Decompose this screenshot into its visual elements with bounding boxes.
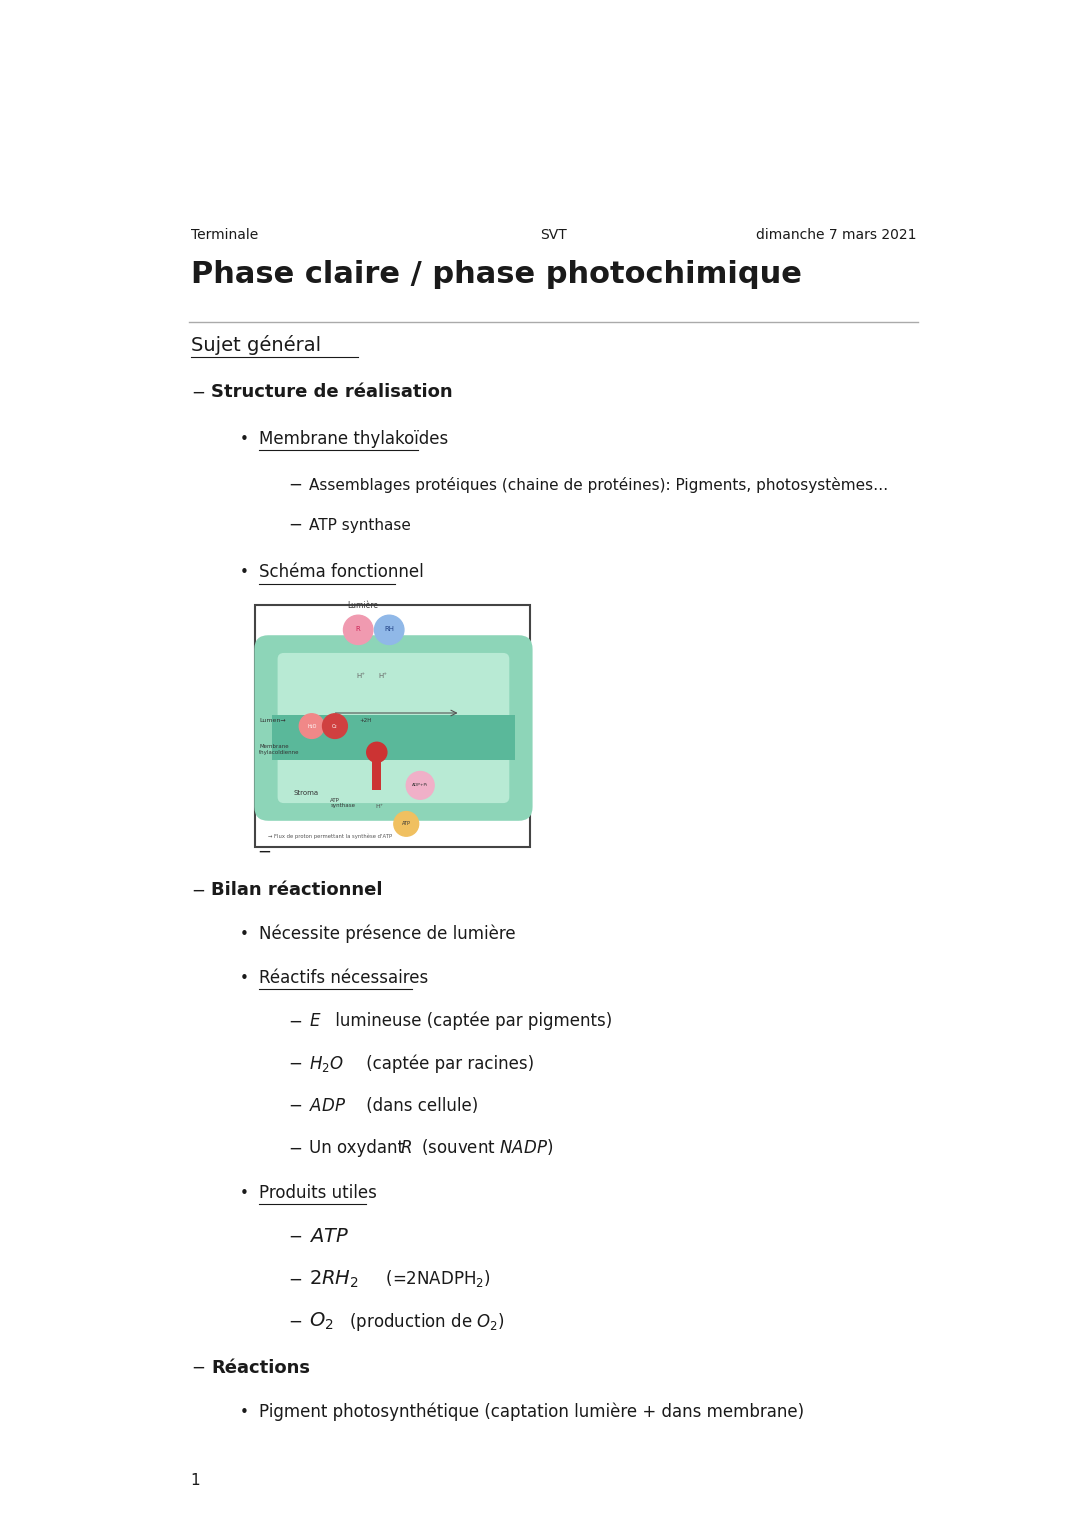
Text: −: − — [191, 1359, 205, 1377]
Text: Nécessite présence de lumière: Nécessite présence de lumière — [259, 925, 515, 944]
Text: Lumen→: Lumen→ — [259, 718, 285, 724]
Text: −: − — [191, 383, 205, 402]
Text: Réactions: Réactions — [211, 1359, 310, 1377]
Text: Produits utiles: Produits utiles — [259, 1183, 377, 1202]
Text: −: − — [288, 1139, 302, 1157]
Text: Stroma: Stroma — [294, 791, 319, 797]
Text: H⁺: H⁺ — [378, 672, 388, 678]
Text: lumineuse (captée par pigments): lumineuse (captée par pigments) — [330, 1012, 612, 1031]
Text: −: − — [288, 1055, 302, 1073]
Text: $O_2$: $O_2$ — [309, 1310, 334, 1332]
Text: •: • — [240, 1405, 248, 1420]
Text: Schéma fonctionnel: Schéma fonctionnel — [259, 563, 423, 582]
Text: SVT: SVT — [540, 228, 567, 241]
Text: •: • — [240, 971, 248, 985]
Text: Membrane thylakoïdes: Membrane thylakoïdes — [259, 429, 448, 447]
Circle shape — [375, 615, 404, 644]
Text: (=2NADPH$_2$): (=2NADPH$_2$) — [375, 1269, 491, 1289]
Text: ADP+Pi: ADP+Pi — [413, 783, 429, 788]
Text: Structure de réalisation: Structure de réalisation — [211, 383, 453, 402]
Text: ATP: ATP — [402, 822, 410, 826]
Text: Lumière: Lumière — [348, 602, 378, 611]
FancyBboxPatch shape — [373, 760, 381, 789]
Circle shape — [343, 615, 373, 644]
Text: Phase claire / phase photochimique: Phase claire / phase photochimique — [191, 260, 801, 289]
Text: −: − — [288, 476, 302, 493]
Text: −: − — [288, 516, 302, 534]
Text: Un oxydant: Un oxydant — [309, 1139, 409, 1157]
Text: Assemblages protéiques (chaine de protéines): Pigments, photosystèmes…: Assemblages protéiques (chaine de protéi… — [309, 476, 888, 493]
Text: H⁺: H⁺ — [375, 805, 383, 809]
FancyBboxPatch shape — [278, 654, 510, 803]
Circle shape — [367, 742, 387, 762]
Text: −: − — [257, 843, 271, 861]
Text: −: − — [288, 1313, 302, 1330]
Text: −: − — [288, 1012, 302, 1031]
Text: (captée par racines): (captée par racines) — [362, 1054, 535, 1073]
Text: → Flux de proton permettant la synthèse d'ATP: → Flux de proton permettant la synthèse … — [268, 834, 392, 838]
Text: H₂O: H₂O — [307, 724, 316, 728]
Text: −: − — [288, 1270, 302, 1289]
Text: −: − — [288, 1228, 302, 1246]
Text: Pigment photosynthétique (captation lumière + dans membrane): Pigment photosynthétique (captation lumi… — [259, 1402, 805, 1420]
Text: $2RH_2$: $2RH_2$ — [309, 1269, 359, 1290]
Text: $R$: $R$ — [400, 1139, 413, 1157]
Text: Réactifs nécessaires: Réactifs nécessaires — [259, 968, 429, 986]
Text: H⁺: H⁺ — [356, 672, 366, 678]
Text: Membrane
thylacoïdienne: Membrane thylacoïdienne — [259, 744, 299, 754]
Text: −: − — [288, 1096, 302, 1115]
Circle shape — [299, 713, 324, 739]
Circle shape — [394, 811, 419, 837]
Text: RH: RH — [384, 626, 394, 632]
Text: −: − — [191, 881, 205, 899]
Circle shape — [323, 713, 348, 739]
FancyBboxPatch shape — [255, 635, 532, 822]
Text: +2H: +2H — [360, 718, 373, 724]
Text: Sujet général: Sujet général — [191, 334, 321, 356]
Text: (souvent $NADP$): (souvent $NADP$) — [416, 1138, 553, 1157]
FancyBboxPatch shape — [272, 715, 515, 759]
Text: •: • — [240, 565, 248, 580]
Text: O₂: O₂ — [333, 724, 338, 728]
Text: ATP
synthase: ATP synthase — [330, 797, 355, 808]
Text: $H_2O$: $H_2O$ — [309, 1054, 343, 1073]
Text: R: R — [355, 626, 361, 632]
Text: Bilan réactionnel: Bilan réactionnel — [211, 881, 382, 899]
Text: •: • — [240, 432, 248, 446]
Text: (production de $O_2$): (production de $O_2$) — [345, 1310, 505, 1333]
Text: •: • — [240, 1186, 248, 1202]
Text: $ADP$: $ADP$ — [309, 1096, 346, 1115]
Text: $ATP$: $ATP$ — [309, 1228, 349, 1246]
Text: Terminale: Terminale — [191, 228, 258, 241]
Circle shape — [406, 771, 434, 799]
Text: $E$: $E$ — [309, 1012, 321, 1031]
Text: dimanche 7 mars 2021: dimanche 7 mars 2021 — [756, 228, 916, 241]
Text: ATP synthase: ATP synthase — [309, 518, 410, 533]
Text: (dans cellule): (dans cellule) — [362, 1096, 478, 1115]
FancyBboxPatch shape — [255, 605, 530, 847]
Text: 1: 1 — [191, 1472, 201, 1487]
Text: •: • — [240, 927, 248, 942]
